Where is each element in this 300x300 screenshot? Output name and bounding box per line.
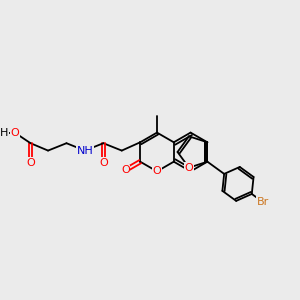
Text: O: O xyxy=(121,165,130,175)
Text: O: O xyxy=(26,158,35,168)
Text: Br: Br xyxy=(256,197,269,207)
Text: O: O xyxy=(99,158,108,168)
Text: O: O xyxy=(184,163,193,173)
Text: O: O xyxy=(153,167,161,176)
Text: O: O xyxy=(10,128,19,137)
Text: H: H xyxy=(0,128,8,137)
Text: NH: NH xyxy=(76,146,93,156)
